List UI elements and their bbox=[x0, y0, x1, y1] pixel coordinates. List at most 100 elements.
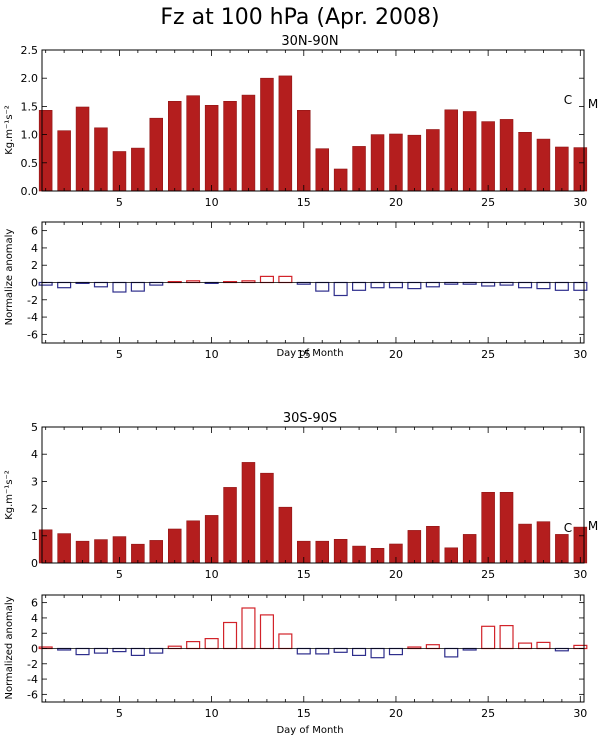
sh-anomaly-x-tick-label: 20 bbox=[389, 707, 403, 720]
nh-anomaly-x-tick-label: 5 bbox=[116, 348, 123, 361]
sh-marker-c: C bbox=[564, 521, 572, 535]
nh-anomaly-y-axis-label: Normalize anomaly bbox=[4, 229, 15, 326]
sh-x-tick-label: 20 bbox=[389, 568, 403, 581]
nh-bar bbox=[352, 146, 366, 192]
nh-bar bbox=[186, 95, 200, 192]
nh-bar bbox=[131, 147, 145, 192]
nh-bar bbox=[149, 117, 164, 192]
sh-anomaly-bar bbox=[204, 637, 219, 650]
nh-bar bbox=[407, 134, 422, 192]
sh-bar bbox=[57, 533, 71, 564]
sh-anomaly-x-axis-label: Day of Month bbox=[276, 725, 343, 735]
nh-x-tick-label: 30 bbox=[573, 196, 587, 209]
sh-y-tick-label: 1 bbox=[31, 530, 38, 543]
nh-bar bbox=[499, 119, 514, 192]
sh-y-tick-label: 2 bbox=[31, 503, 38, 516]
nh-bar bbox=[315, 148, 329, 192]
sh-bar bbox=[186, 520, 200, 564]
nh-bar bbox=[296, 110, 311, 192]
sh-anomaly-chart: -6 -4 -2 0 2 4 6 5 10 15 20 25 30 bbox=[27, 594, 588, 720]
sh-bar bbox=[481, 491, 495, 564]
nh-marker-m: M bbox=[588, 97, 598, 111]
nh-anomaly-bar bbox=[554, 281, 569, 291]
sh-anomaly-bar bbox=[352, 647, 367, 657]
sh-anomaly-bar bbox=[112, 647, 127, 653]
sh-anomaly-bar bbox=[93, 647, 108, 654]
nh-y-tick-label: 0.0 bbox=[21, 185, 39, 198]
nh-anomaly-bar bbox=[481, 281, 496, 287]
sh-anomaly-bar bbox=[223, 621, 238, 650]
sh-anomaly-x-tick-label: 25 bbox=[481, 707, 495, 720]
sh-y-axis-label: Kg.m⁻¹s⁻² bbox=[4, 470, 15, 520]
nh-y-tick-label: 1.5 bbox=[21, 100, 39, 113]
nh-anomaly-chart: -6 -4 -2 0 2 4 6 5 10 15 20 25 30 bbox=[27, 221, 588, 361]
sh-bar bbox=[278, 506, 293, 564]
sh-anomaly-bar bbox=[315, 647, 330, 655]
nh-anomaly-y-tick-label: 6 bbox=[31, 225, 38, 238]
sh-anomaly-bar bbox=[75, 647, 90, 656]
nh-bar bbox=[260, 77, 274, 192]
nh-anomaly-y-tick-label: -6 bbox=[27, 328, 38, 341]
sh-bar bbox=[499, 491, 514, 564]
sh-anomaly-bar bbox=[573, 644, 588, 650]
nh-anomaly-bar bbox=[517, 281, 533, 289]
sh-anomaly-x-tick-label: 15 bbox=[297, 707, 311, 720]
nh-anomaly-bar bbox=[407, 281, 422, 290]
nh-anomaly-bar bbox=[93, 281, 108, 288]
sh-bar bbox=[536, 521, 551, 564]
nh-anomaly-bar bbox=[536, 281, 551, 290]
sh-anomaly-bar bbox=[481, 625, 496, 650]
nh-anomaly-y-tick-label: 2 bbox=[31, 259, 38, 272]
sh-anomaly-bar bbox=[130, 647, 145, 657]
nh-bar bbox=[370, 134, 385, 192]
sh-anomaly-bar bbox=[259, 614, 274, 650]
sh-x-tick-label: 30 bbox=[573, 568, 587, 581]
nh-anomaly-y-tick-label: -2 bbox=[27, 294, 38, 307]
nh-anomaly-bar bbox=[573, 281, 588, 291]
sh-bar bbox=[149, 540, 164, 564]
sh-plot-frame bbox=[41, 426, 585, 564]
sh-anomaly-y-tick-label: -2 bbox=[27, 658, 38, 671]
nh-anomaly-x-axis-label: Day of Month bbox=[276, 348, 343, 359]
nh-anomaly-bar bbox=[278, 275, 293, 284]
nh-anomaly-bar bbox=[425, 281, 440, 288]
nh-bar bbox=[223, 101, 237, 192]
sh-anomaly-y-axis-label: Normalized anomaly bbox=[4, 596, 15, 699]
nh-x-tick-label: 20 bbox=[389, 196, 403, 209]
sh-y-tick-label: 5 bbox=[31, 421, 38, 434]
sh-x-tick-label: 5 bbox=[116, 568, 123, 581]
nh-bar bbox=[518, 132, 532, 192]
sh-anomaly-y-tick-label: 6 bbox=[31, 597, 38, 610]
sh-bar bbox=[315, 540, 329, 564]
sh-bar bbox=[260, 472, 274, 564]
sh-anomaly-y-tick-label: -6 bbox=[27, 688, 38, 701]
sh-bar bbox=[94, 539, 108, 564]
nh-anomaly-y-tick-label: -4 bbox=[27, 311, 38, 324]
sh-anomaly-bar bbox=[388, 647, 403, 656]
sh-anomaly-bar bbox=[333, 647, 348, 653]
nh-anomaly-bar bbox=[370, 281, 385, 289]
nh-bar bbox=[278, 75, 293, 192]
nh-bar bbox=[94, 127, 108, 192]
sh-anomaly-bar bbox=[296, 647, 311, 655]
sh-bar bbox=[223, 487, 237, 564]
sh-bar bbox=[75, 540, 90, 564]
nh-bar bbox=[573, 147, 588, 192]
nh-y-tick-label: 2.5 bbox=[21, 44, 39, 57]
sh-anomaly-x-tick-label: 30 bbox=[573, 707, 587, 720]
nh-anomaly-bar bbox=[352, 281, 367, 291]
nh-anomaly-bar bbox=[315, 281, 330, 292]
nh-bar bbox=[204, 105, 219, 192]
sh-marker-m: M bbox=[588, 519, 598, 533]
nh-bar bbox=[57, 130, 71, 192]
sh-bar bbox=[555, 534, 569, 564]
sh-bar-chart: 0 1 2 3 4 5 5 10 15 20 25 30 bbox=[31, 421, 587, 581]
nh-anomaly-bar bbox=[57, 281, 72, 289]
sh-y-tick-label: 4 bbox=[31, 448, 38, 461]
sh-y-tick-label: 3 bbox=[31, 475, 38, 488]
sh-anomaly-bar bbox=[536, 641, 551, 650]
nh-anomaly-y-tick-label: 0 bbox=[31, 277, 38, 290]
nh-bar bbox=[555, 146, 569, 192]
sh-x-tick-label: 10 bbox=[205, 568, 219, 581]
